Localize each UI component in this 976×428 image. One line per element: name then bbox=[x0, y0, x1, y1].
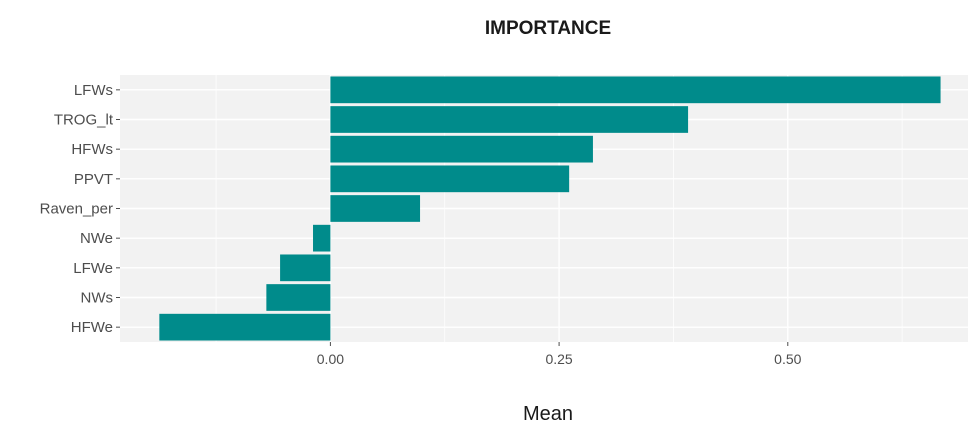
y-tick-label: NWe bbox=[80, 230, 113, 247]
chart-title: IMPORTANCE bbox=[485, 18, 611, 39]
bar-trog-lt bbox=[330, 106, 689, 133]
x-axis-label: Mean bbox=[523, 403, 573, 425]
y-tick-label: Raven_per bbox=[40, 201, 113, 218]
bar-raven-per bbox=[330, 195, 421, 222]
y-tick-label: HFWe bbox=[71, 319, 113, 336]
bar-lfws bbox=[330, 76, 941, 104]
bar-lfwe bbox=[280, 254, 331, 282]
y-tick-label: HFWs bbox=[71, 141, 113, 158]
x-axis: 0.00 0.25 0.50 bbox=[317, 342, 802, 367]
bar-ppvt bbox=[330, 165, 570, 193]
y-tick-label: NWs bbox=[81, 290, 114, 307]
x-tick-label: 0.50 bbox=[774, 351, 801, 367]
x-tick-label: 0.00 bbox=[317, 351, 344, 367]
y-tick-label: TROG_lt bbox=[54, 112, 114, 129]
x-tick-label: 0.25 bbox=[545, 351, 572, 367]
bar-nwe bbox=[313, 224, 331, 252]
y-tick-label: LFWs bbox=[74, 82, 113, 99]
y-tick-label: LFWe bbox=[73, 260, 113, 277]
bars bbox=[159, 76, 941, 341]
y-tick-label: PPVT bbox=[74, 171, 113, 188]
bar-nws bbox=[266, 284, 331, 311]
y-axis: LFWs TROG_lt HFWs PPVT Raven_per NWe LFWe NWs HF… bbox=[40, 82, 120, 336]
bar-hfwe bbox=[159, 313, 331, 341]
bar-hfws bbox=[330, 135, 593, 163]
